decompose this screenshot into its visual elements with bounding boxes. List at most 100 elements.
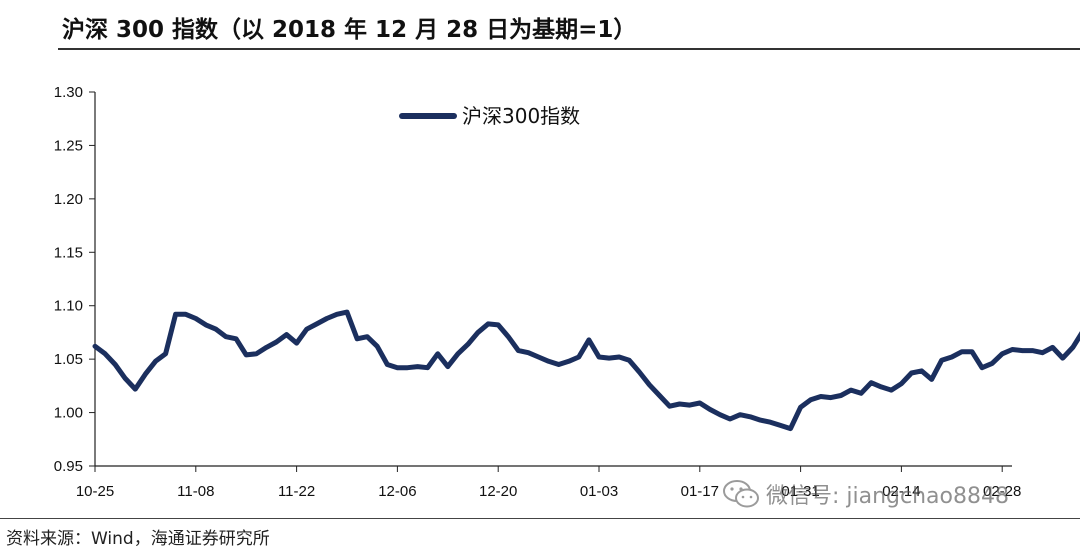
data-point [425,365,430,370]
data-point [1020,348,1025,353]
data-point [748,414,753,419]
data-point [919,368,924,373]
data-point [566,359,571,364]
data-point [375,344,380,349]
data-point [445,364,450,369]
data-point [153,359,158,364]
data-point [415,364,420,369]
data-point [405,365,410,370]
legend-label: 沪深300指数 [462,104,580,128]
data-point [1070,345,1075,350]
data-point [728,417,733,422]
data-point [496,322,501,327]
y-tick-label: 1.05 [54,351,83,368]
data-point [455,351,460,356]
wechat-icon [722,479,760,509]
data-point [435,351,440,356]
data-point [93,344,98,349]
data-point [476,330,481,335]
data-point [284,332,289,337]
y-tick-label: 1.10 [54,298,83,315]
data-point [143,372,148,377]
data-point [707,407,712,412]
data-point [526,350,531,355]
data-point [849,388,854,393]
data-point [113,362,118,367]
data-point [234,336,239,341]
data-point [687,403,692,408]
data-point [627,358,632,363]
footer-divider [0,518,1080,519]
data-point [889,388,894,393]
data-point [355,336,360,341]
data-point [586,337,591,342]
y-tick-label: 1.30 [54,84,83,101]
data-point [990,361,995,366]
data-point [334,312,339,317]
data-point [486,321,491,326]
data-point [1030,348,1035,353]
data-point [365,334,370,339]
data-point [788,426,793,431]
data-point [224,334,229,339]
data-point [909,371,914,376]
data-point [939,358,944,363]
data-point [959,349,964,354]
legend: 沪深300指数 [402,104,580,128]
data-point [798,405,803,410]
data-point [506,334,511,339]
data-point [324,316,329,321]
data-point [758,418,763,423]
data-point [123,376,128,381]
x-tick-label: 11-22 [278,483,315,500]
y-axis: 1.301.251.201.151.101.051.000.95 [54,84,95,475]
y-tick-label: 1.20 [54,191,83,208]
data-point [1000,351,1005,356]
data-point [576,355,581,360]
data-point [556,362,561,367]
data-point [345,310,350,315]
data-point [133,387,138,392]
data-point [1040,350,1045,355]
y-tick-label: 1.25 [54,137,83,154]
data-point [536,355,541,360]
data-point [516,348,521,353]
x-tick-label: 01-17 [681,483,719,500]
data-point [173,312,178,317]
x-tick-label: 11-08 [177,483,214,500]
data-point [677,402,682,407]
data-point [1010,347,1015,352]
data-point [546,359,551,364]
y-tick-label: 1.15 [54,244,83,261]
data-point [597,355,602,360]
data-point [778,423,783,428]
data-point [193,316,198,321]
data-point [203,322,208,327]
data-point [929,377,934,382]
data-point [466,342,471,347]
data-point [617,355,622,360]
data-point [647,382,652,387]
data-point [899,381,904,386]
data-point [879,384,884,389]
data-point [264,345,269,350]
data-point [1050,345,1055,350]
data-point [254,351,259,356]
data-point [980,365,985,370]
x-tick-label: 01-03 [580,483,618,500]
data-point [294,341,299,346]
data-point [163,351,168,356]
data-point [718,412,723,417]
data-point [314,321,319,326]
data-point [869,380,874,385]
watermark: 微信号: jiangchao8848 [722,478,1009,510]
data-point [1060,356,1065,361]
series-line-csi300 [95,150,1080,429]
data-point [859,391,864,396]
x-tick-label: 10-25 [76,483,114,500]
data-point [103,351,108,356]
data-point [637,370,642,375]
data-point [838,393,843,398]
data-point [385,362,390,367]
